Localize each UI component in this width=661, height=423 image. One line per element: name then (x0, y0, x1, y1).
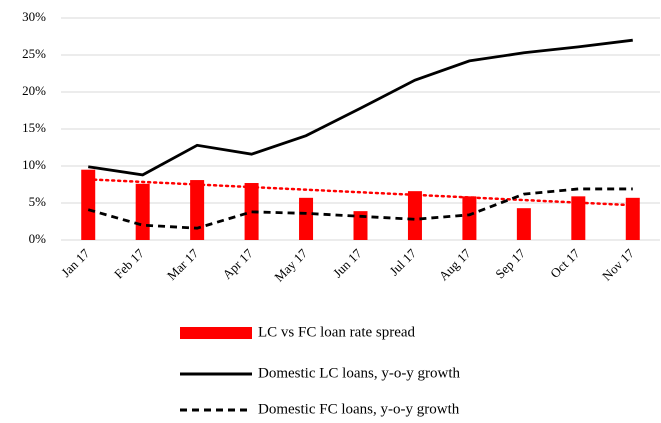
x-tick-label: May 17 (271, 245, 310, 284)
y-tick-label: 25% (22, 46, 46, 61)
bar (244, 183, 259, 240)
x-tick-label: Jan 17 (58, 245, 93, 280)
x-tick-label: Oct 17 (547, 245, 583, 281)
bar (516, 208, 531, 240)
bar (353, 211, 368, 240)
y-tick-label: 0% (29, 231, 47, 246)
x-tick-label: Nov 17 (599, 245, 637, 283)
legend-label: Domestic LC loans, y-o-y growth (258, 365, 461, 381)
legend-label: Domestic FC loans, y-o-y growth (258, 401, 460, 417)
line (87, 187, 633, 230)
y-tick-label: 20% (22, 83, 46, 98)
bar (462, 196, 477, 240)
legend-label: LC vs FC loan rate spread (258, 324, 416, 340)
x-tick-label: Jun 17 (330, 245, 365, 280)
bar (299, 197, 314, 240)
y-tick-label: 30% (22, 9, 46, 24)
y-tick-label: 10% (22, 157, 46, 172)
bar (81, 169, 96, 240)
bar (571, 196, 586, 240)
bar (135, 183, 150, 240)
bar (625, 197, 640, 240)
bar (407, 191, 422, 240)
x-tick-label: Mar 17 (164, 245, 202, 283)
bar (190, 180, 205, 240)
trendline (86, 178, 635, 207)
y-tick-label: 5% (29, 194, 47, 209)
legend-swatch (180, 327, 252, 339)
line (88, 38, 633, 177)
x-tick-label: Apr 17 (219, 245, 256, 282)
x-tick-label: Jul 17 (386, 245, 419, 278)
y-tick-label: 15% (22, 120, 46, 135)
x-tick-label: Feb 17 (111, 245, 147, 281)
x-tick-label: Sep 17 (492, 245, 528, 281)
x-tick-label: Aug 17 (436, 245, 474, 283)
